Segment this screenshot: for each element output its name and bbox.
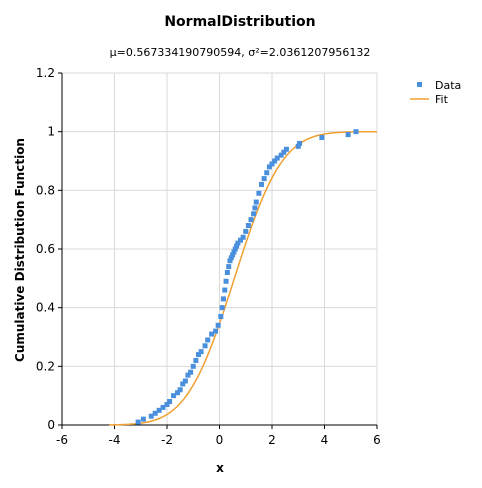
data-point: [295, 143, 301, 149]
data-point: [219, 305, 225, 311]
data-point: [218, 313, 224, 319]
y-tick-label: 1: [47, 125, 55, 139]
data-point: [167, 399, 173, 405]
grid: [61, 72, 378, 426]
chart-title: NormalDistribution: [164, 14, 315, 30]
fit-line: [109, 130, 377, 426]
data-point: [135, 419, 141, 425]
legend-fit-label: Fit: [435, 93, 449, 106]
data-point: [205, 337, 211, 343]
data-point: [160, 404, 166, 410]
data-point: [266, 164, 272, 170]
data-point: [220, 296, 226, 302]
y-axis-title: Cumulative Distribution Function: [13, 138, 27, 362]
y-tick-label: 0: [47, 418, 55, 432]
data-point: [261, 176, 267, 182]
data-point: [185, 372, 191, 378]
x-axis-title: x: [216, 461, 224, 475]
data-point: [248, 217, 254, 223]
data-point: [345, 132, 351, 138]
data-point: [240, 234, 246, 240]
data-point: [223, 278, 229, 284]
data-point: [226, 264, 232, 270]
data-point: [140, 416, 146, 422]
data-point: [228, 255, 234, 261]
data-point: [190, 363, 196, 369]
data-point: [235, 240, 241, 246]
data-point: [202, 343, 208, 349]
data-point: [222, 287, 228, 293]
data-point: [253, 199, 259, 205]
data-point: [227, 258, 233, 264]
y-tick-label: 0.4: [36, 301, 55, 315]
data-point: [224, 269, 230, 275]
data-point: [251, 211, 257, 217]
chart-subtitle: μ=0.567334190790594, σ²=2.0361207956132: [110, 46, 371, 59]
axes: [58, 72, 378, 429]
data-point: [278, 152, 284, 158]
data-point: [193, 357, 199, 363]
data-point: [231, 249, 237, 255]
x-tick-label: -6: [56, 433, 68, 447]
data-point: [319, 135, 325, 141]
x-tick-label: 4: [321, 433, 329, 447]
y-tick-label: 0.8: [36, 183, 55, 197]
data-point: [243, 228, 249, 234]
legend: Data Fit: [410, 79, 461, 106]
x-tick-label: 6: [373, 433, 381, 447]
data-point: [274, 155, 280, 161]
data-point: [281, 149, 287, 155]
legend-data-label: Data: [435, 79, 461, 92]
y-tick-label: 0.6: [36, 242, 55, 256]
data-point: [182, 378, 188, 384]
data-point: [180, 381, 186, 387]
data-point: [164, 401, 170, 407]
data-point: [209, 331, 215, 337]
data-point: [234, 243, 240, 249]
tick-labels: -6 -4 -2 0 2 4 6 0 0.2 0.4 0.6 0.8 1 1.2: [36, 66, 381, 447]
data-point: [256, 190, 262, 196]
data-point: [238, 237, 243, 243]
data-point: [283, 146, 289, 152]
x-tick-label: -4: [109, 433, 121, 447]
data-point: [213, 328, 219, 334]
data-point: [175, 390, 180, 396]
data-point: [272, 158, 278, 164]
data-series: [135, 129, 359, 425]
data-point: [269, 161, 275, 167]
data-point: [188, 369, 194, 375]
data-point: [353, 129, 359, 135]
x-tick-label: 2: [268, 433, 276, 447]
data-point: [177, 387, 183, 393]
data-point: [148, 413, 154, 419]
x-tick-label: -2: [161, 433, 173, 447]
data-point: [245, 223, 251, 229]
data-point: [264, 170, 270, 176]
y-tick-label: 1.2: [36, 66, 55, 80]
data-point: [297, 140, 303, 146]
data-point: [196, 352, 201, 358]
data-point: [198, 349, 204, 355]
data-point: [171, 393, 177, 399]
y-tick-label: 0.2: [36, 359, 55, 373]
data-point: [252, 205, 258, 211]
data-point: [215, 322, 221, 328]
data-point: [156, 407, 162, 413]
fit-series: [109, 130, 377, 426]
x-tick-label: 0: [216, 433, 224, 447]
data-point: [259, 181, 264, 187]
data-point: [232, 246, 238, 252]
data-point: [152, 410, 158, 416]
legend-data-marker: [417, 82, 422, 87]
data-point: [230, 252, 236, 258]
